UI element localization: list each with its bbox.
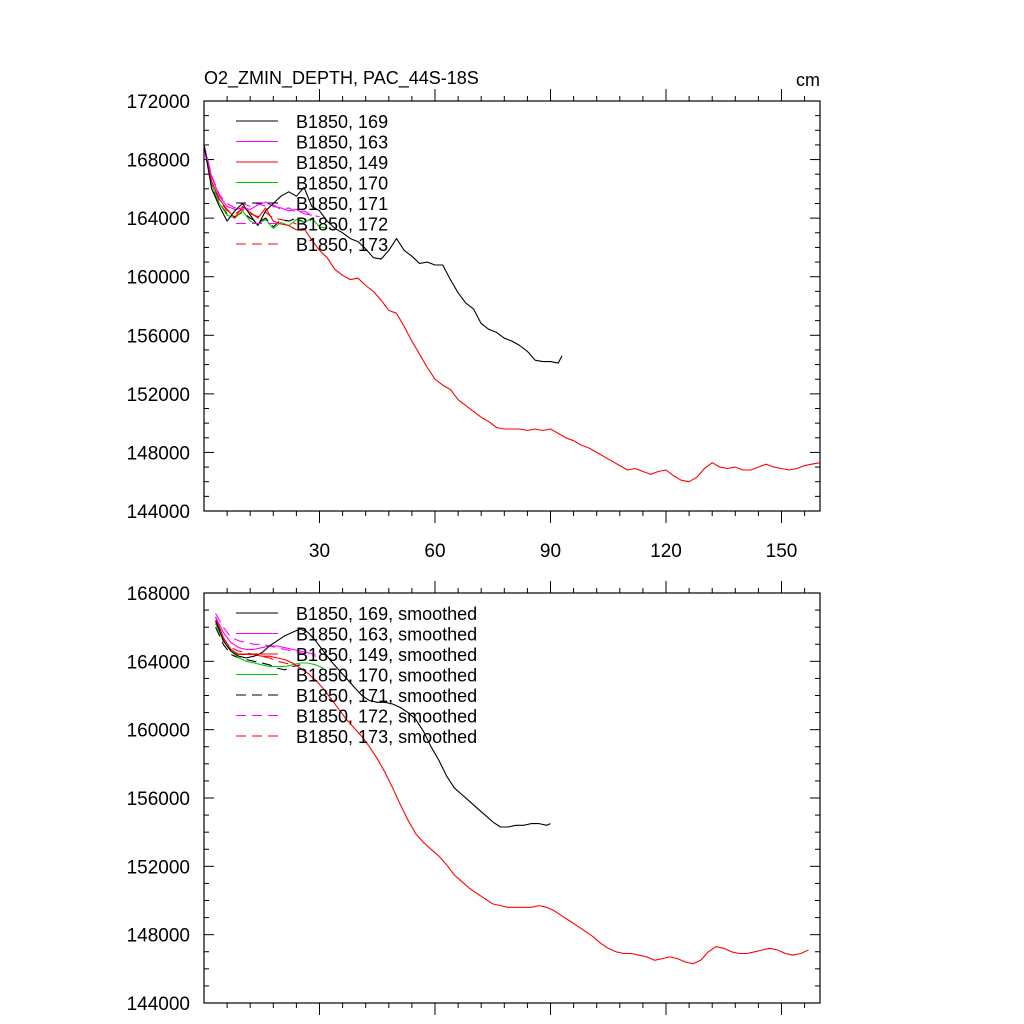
y-tick-label: 152000 (127, 857, 190, 878)
legend-label: B1850, 171, smoothed (296, 686, 477, 706)
y-tick-label: 172000 (127, 92, 190, 113)
y-tick-label: 148000 (127, 926, 190, 947)
series-line-4 (204, 144, 328, 229)
units-label: cm (796, 70, 820, 90)
y-tick-label: 156000 (127, 326, 190, 347)
y-tick-label: 144000 (127, 502, 190, 523)
x-tick-label: 120 (650, 541, 682, 562)
x-tick-label: 60 (424, 541, 445, 562)
series-line-2 (215, 616, 316, 656)
y-tick-label: 160000 (127, 268, 190, 289)
legend-label: B1850, 149, smoothed (296, 645, 477, 665)
legend-label: B1850, 172, smoothed (296, 707, 477, 727)
y-tick-label: 160000 (127, 721, 190, 742)
chart-title: O2_ZMIN_DEPTH, PAC_44S-18S (204, 68, 479, 89)
series-line-6 (204, 144, 320, 218)
legend-label: B1850, 170 (296, 174, 388, 194)
y-tick-label: 164000 (127, 652, 190, 673)
legend-label: B1850, 149 (296, 153, 388, 173)
legend-label: B1850, 163, smoothed (296, 625, 477, 645)
y-tick-label: 148000 (127, 443, 190, 464)
y-tick-label: 144000 (127, 994, 190, 1015)
legend-label: B1850, 172 (296, 215, 388, 235)
series-line-1 (204, 144, 563, 364)
y-tick-label: 156000 (127, 789, 190, 810)
series-line-3 (204, 144, 820, 483)
y-tick-label: 168000 (127, 584, 190, 605)
series-line-6 (215, 613, 316, 657)
series-line-2 (204, 144, 312, 216)
top-panel: O2_ZMIN_DEPTH, PAC_44S-18S cm 144000 1480… (127, 68, 821, 562)
y-tick-label: 164000 (127, 209, 190, 230)
legend-label: B1850, 171 (296, 194, 388, 214)
legend-label: B1850, 163 (296, 133, 388, 153)
series-line-7 (204, 144, 297, 225)
series-group (215, 613, 809, 965)
bottom-panel: 144000 148000 152000 156000 160000 164000 1680… (127, 581, 821, 1015)
series-line-5 (215, 626, 301, 671)
x-tick-label: 30 (309, 541, 330, 562)
series-line-1 (215, 620, 551, 828)
legend-label: B1850, 173, smoothed (296, 727, 477, 747)
x-tick-label: 150 (766, 541, 798, 562)
legend-label: B1850, 169, smoothed (296, 604, 477, 624)
legend-label: B1850, 170, smoothed (296, 666, 477, 686)
series-group (204, 144, 820, 483)
y-tick-label: 168000 (127, 151, 190, 172)
x-tick-label: 90 (540, 541, 561, 562)
legend-label: B1850, 173 (296, 235, 388, 255)
y-tick-label: 152000 (127, 385, 190, 406)
series-line-3 (215, 616, 809, 965)
legend-label: B1850, 169 (296, 112, 388, 132)
